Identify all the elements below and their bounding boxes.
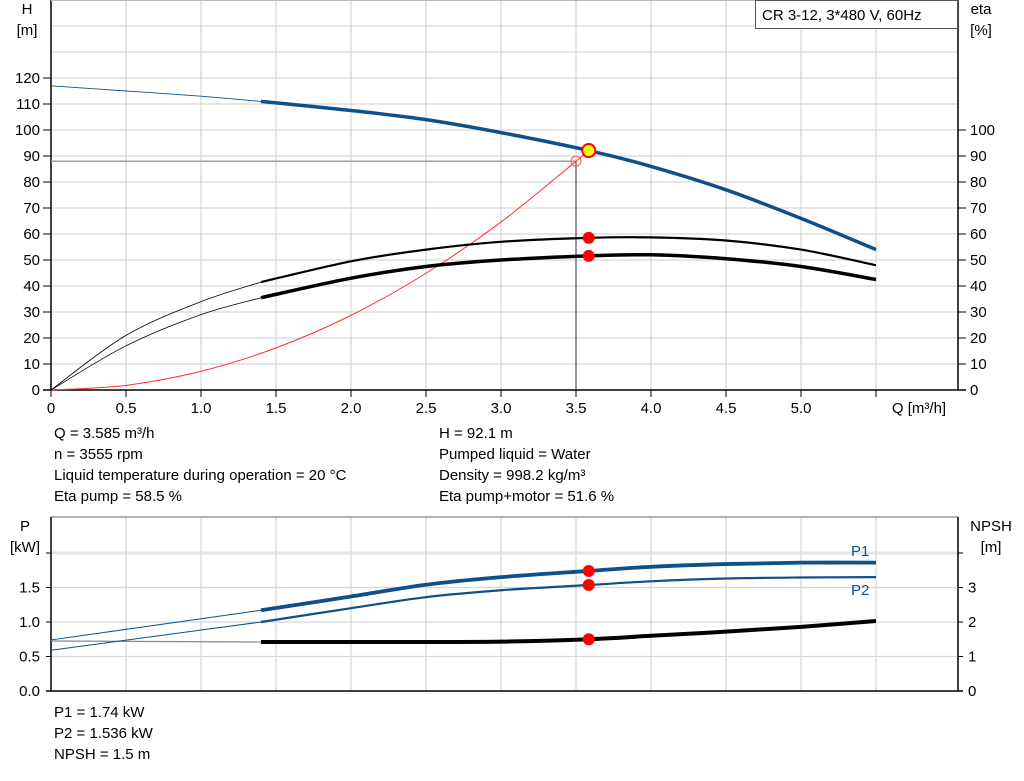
y-tick-label-left: 1.5: [19, 580, 40, 597]
info-p2: P2 = 1.536 kW: [54, 725, 153, 742]
info-p1: P1 = 1.74 kW: [54, 704, 145, 721]
y-axis-unit-left: [m]: [17, 22, 38, 39]
y-axis-label-left: H: [22, 1, 33, 18]
y-tick-label-left: 110: [16, 96, 40, 113]
y-tick-label-right: 0: [970, 382, 978, 399]
y-tick-label-left: 100: [15, 122, 40, 139]
y-axis-label-left: P: [20, 518, 30, 535]
y-tick-label-left: 1.0: [19, 614, 40, 631]
y-tick-label-right: 40: [970, 278, 987, 295]
y-tick-label-right: 70: [970, 200, 987, 217]
head-curve-thin: [50, 85, 262, 102]
x-tick-label: 4.0: [641, 400, 662, 417]
info-eta-pump-motor: Eta pump+motor = 51.6 %: [439, 488, 615, 505]
y-tick-label-right: 1: [968, 649, 976, 666]
info-liquid: Pumped liquid = Water: [439, 446, 591, 463]
p1-series-label: P1: [851, 543, 869, 560]
y-tick-label-left: 80: [23, 174, 40, 191]
y-tick-label-left: 60: [23, 226, 40, 243]
info-npsh: NPSH = 1.5 m: [54, 746, 151, 763]
y-tick-label-left: 50: [23, 252, 40, 269]
head-curve: [260, 99, 877, 252]
p2-curve-thin: [50, 621, 262, 651]
p2-series-label: P2: [851, 582, 869, 599]
x-tick-label: 0.5: [116, 400, 137, 417]
info-temperature: Liquid temperature during operation = 20…: [54, 467, 347, 484]
x-tick-label: 0: [47, 400, 55, 417]
x-tick-label: 1.0: [191, 400, 212, 417]
npsh-curve-thin: [50, 640, 262, 643]
eta-pump-motor-duty-marker: [582, 249, 595, 262]
npsh-duty-marker: [582, 633, 595, 646]
y-tick-label-right: 20: [970, 330, 987, 347]
y-tick-label-left: 0.0: [19, 683, 40, 700]
y-tick-label-left: 10: [23, 356, 40, 373]
y-tick-label-right: 30: [970, 304, 987, 321]
eta-pump-curve-thin: [50, 281, 262, 391]
x-tick-label: 4.5: [716, 400, 737, 417]
y-tick-label-right: 2: [968, 614, 976, 631]
x-tick-label: 3.0: [491, 400, 512, 417]
reference-point-marker: [570, 155, 582, 167]
y-tick-label-left: 30: [23, 304, 40, 321]
info-density: Density = 998.2 kg/m³: [439, 467, 586, 484]
eta-pump-duty-marker: [582, 231, 595, 244]
x-tick-label: 5.0: [791, 400, 812, 417]
title-box: [755, 0, 958, 29]
p2-duty-marker: [582, 579, 595, 592]
y-tick-label-right: 100: [970, 122, 995, 139]
y-tick-label-right: 0: [968, 683, 976, 700]
info-head: H = 92.1 m: [439, 425, 513, 442]
y-tick-label-right: 3: [968, 580, 976, 597]
y-tick-label-right: 10: [970, 356, 987, 373]
p1-duty-marker: [582, 564, 595, 577]
y-tick-label-left: 70: [23, 200, 40, 217]
info-q: Q = 3.585 m³/h: [54, 425, 155, 442]
y-tick-label-left: 120: [15, 70, 40, 87]
y-tick-label-left: 90: [23, 148, 40, 165]
info-eta-pump: Eta pump = 58.5 %: [54, 488, 182, 505]
y-tick-label-right: 90: [970, 148, 987, 165]
x-tick-label: 3.5: [566, 400, 587, 417]
y-axis-unit-left: [kW]: [10, 539, 40, 556]
y-tick-label-right: 50: [970, 252, 987, 269]
npsh-curve: [260, 618, 877, 645]
y-tick-label-right: 80: [970, 174, 987, 191]
chart-title: CR 3-12, 3*480 V, 60Hz: [762, 7, 922, 24]
p2-curve: [260, 576, 877, 624]
x-axis-label: Q [m³/h]: [892, 400, 946, 417]
y-tick-label-left: 20: [23, 330, 40, 347]
x-tick-label: 2.5: [416, 400, 437, 417]
info-speed: n = 3555 rpm: [54, 446, 143, 463]
y-tick-label-left: 0.5: [19, 649, 40, 666]
y-axis-unit-right: [m]: [981, 539, 1002, 556]
y-tick-label-left: 40: [23, 278, 40, 295]
y-tick-label-right: 60: [970, 226, 987, 243]
p1-curve-thin: [50, 609, 262, 641]
eta-pump-motor-curve-thin: [50, 297, 262, 391]
y-tick-label-left: 0: [32, 382, 40, 399]
y-axis-unit-right: [%]: [970, 22, 992, 39]
x-tick-label: 2.0: [341, 400, 362, 417]
y-axis-label-right: eta: [971, 1, 993, 18]
system-curve: [50, 150, 590, 391]
x-tick-label: 1.5: [266, 400, 287, 417]
y-axis-label-right: NPSH: [970, 518, 1012, 535]
duty-point-marker: [581, 143, 597, 159]
